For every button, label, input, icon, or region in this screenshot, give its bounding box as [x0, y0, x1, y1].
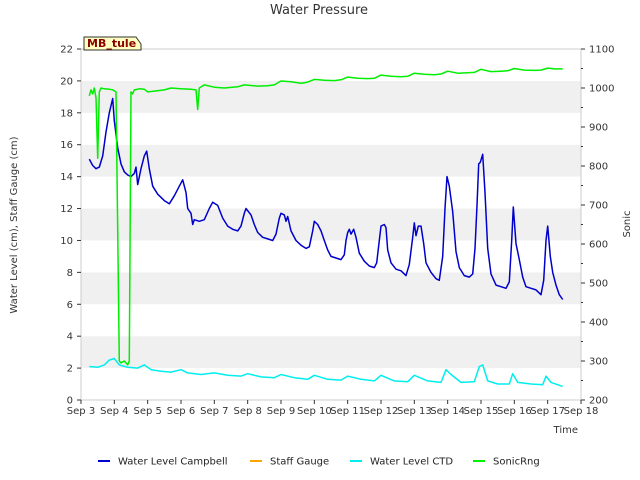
- y-right-tick-label: 1000: [589, 84, 614, 95]
- x-tick-label: Sep 10: [297, 406, 332, 417]
- y-right-tick-label: 700: [589, 201, 608, 212]
- x-tick-label: Sep 3: [67, 406, 95, 417]
- x-axis: Sep 3 Sep 4 Sep 5 Sep 6 Sep 7 Sep 8 Sep 9 Sep 1…: [67, 400, 599, 417]
- x-tick-label: Sep 8: [233, 406, 261, 417]
- x-tick-label: Sep 12: [364, 406, 399, 417]
- y-left-tick-label: 8: [67, 268, 73, 279]
- x-tick-label: Sep 18: [564, 406, 599, 417]
- y-right-tick-label: 400: [589, 318, 608, 329]
- grid-band: [81, 49, 581, 81]
- series-line-sonicrng: [88, 67, 563, 366]
- grid-band: [81, 336, 581, 369]
- grid-band: [81, 112, 581, 145]
- y-axis-right: 200 300 400 500 600 700 800 900 1000 1100: [581, 45, 614, 407]
- y-left-tick-label: 22: [60, 45, 73, 56]
- grid-band: [81, 144, 581, 177]
- x-tick-label: Sep 6: [167, 406, 195, 417]
- y-axis-right-title: Sonic: [622, 210, 633, 237]
- x-tick-label: Sep 14: [430, 406, 465, 417]
- y-right-tick-label: 500: [589, 279, 608, 290]
- y-left-tick-label: 12: [60, 204, 73, 215]
- x-tick-label: Sep 13: [397, 406, 432, 417]
- grid-band: [81, 176, 581, 209]
- y-right-tick-label: 300: [589, 357, 608, 368]
- x-tick-label: Sep 5: [133, 406, 161, 417]
- y-right-tick-label: 1100: [589, 45, 614, 56]
- legend-label-staff-gauge: Staff Gauge: [270, 457, 329, 468]
- x-tick-label: Sep 4: [100, 406, 128, 417]
- legend-label-water-level-campbell: Water Level Campbell: [118, 457, 228, 468]
- y-left-tick-label: 18: [60, 108, 73, 119]
- legend-label-water-level-ctd: Water Level CTD: [370, 457, 453, 468]
- y-right-tick-label: 900: [589, 123, 608, 134]
- y-left-tick-label: 2: [67, 364, 73, 375]
- chart-title: Water Pressure: [270, 3, 368, 18]
- y-left-tick-label: 0: [67, 396, 73, 407]
- x-tick-label: Sep 17: [530, 406, 565, 417]
- y-right-tick-label: 800: [589, 162, 608, 173]
- y-left-tick-label: 20: [60, 76, 73, 87]
- series-line-water-level-ctd: [89, 357, 563, 388]
- station-badge-box: [83, 36, 142, 51]
- grid-band: [81, 80, 581, 113]
- x-axis-title: Time: [553, 425, 578, 436]
- legend-label-sonicrng: SonicRng: [493, 457, 540, 468]
- x-tick-label: Sep 16: [497, 406, 532, 417]
- grid-bands: [81, 49, 581, 400]
- y-left-tick-label: 6: [67, 300, 73, 311]
- y-left-tick-label: 4: [67, 332, 73, 343]
- y-right-tick-label: 200: [589, 396, 608, 407]
- y-left-tick-label: 14: [60, 172, 73, 183]
- y-left-tick-label: 16: [60, 140, 73, 151]
- x-tick-label: Sep 7: [200, 406, 228, 417]
- series-line-water-level-campbell: [88, 97, 564, 300]
- station-badge: MB_tule: [83, 36, 142, 51]
- x-tick-label: Sep 9: [267, 406, 295, 417]
- grid-band: [81, 208, 581, 241]
- grid-band: [81, 304, 581, 337]
- station-badge-label: MB_tule: [87, 37, 136, 50]
- legend: Water Level Campbell Staff Gauge Water Lev…: [98, 457, 540, 468]
- y-axis-left: 0 2 4 6 8 10 12 14 16 18 20 22: [60, 45, 81, 407]
- y-axis-left-title: Water Level (cm), Staff Gauge (cm): [9, 136, 20, 313]
- x-tick-label: Sep 15: [464, 406, 499, 417]
- grid-band: [81, 272, 581, 305]
- y-left-tick-label: 10: [60, 236, 73, 247]
- y-right-tick-label: 600: [589, 240, 608, 251]
- x-tick-label: Sep 11: [330, 406, 365, 417]
- series-layer: [88, 67, 564, 388]
